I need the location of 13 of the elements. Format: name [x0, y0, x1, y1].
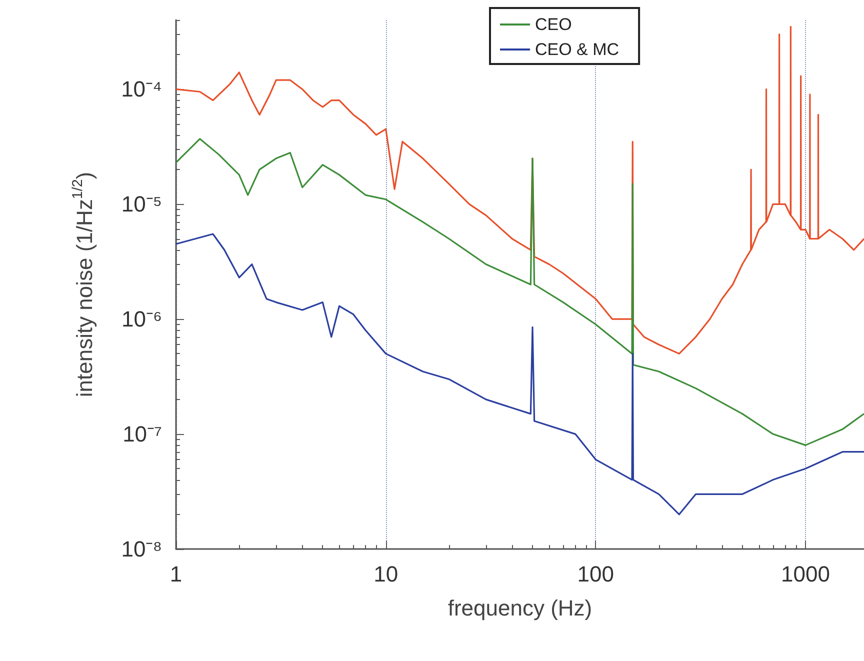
x-tick-label: 1	[170, 562, 182, 586]
y-tick-label: 10⁻⁷	[122, 422, 162, 447]
y-axis-title: intensity noise (1/Hz1/2)	[70, 172, 97, 398]
y-tick-label: 10⁻⁴	[121, 76, 162, 102]
y-tick-label: 10⁻⁸	[121, 536, 162, 562]
legend-label: CEO	[535, 15, 572, 34]
x-axis-title: frequency (Hz)	[448, 596, 592, 620]
x-tick-label: 1000	[781, 562, 830, 586]
x-tick-label: 10	[374, 562, 398, 586]
y-tick-label: 10⁻⁵	[121, 192, 162, 217]
y-tick-label: 10⁻⁶	[121, 306, 162, 332]
legend-label: CEO & MC	[535, 40, 620, 59]
x-tick-label: 100	[577, 562, 614, 586]
